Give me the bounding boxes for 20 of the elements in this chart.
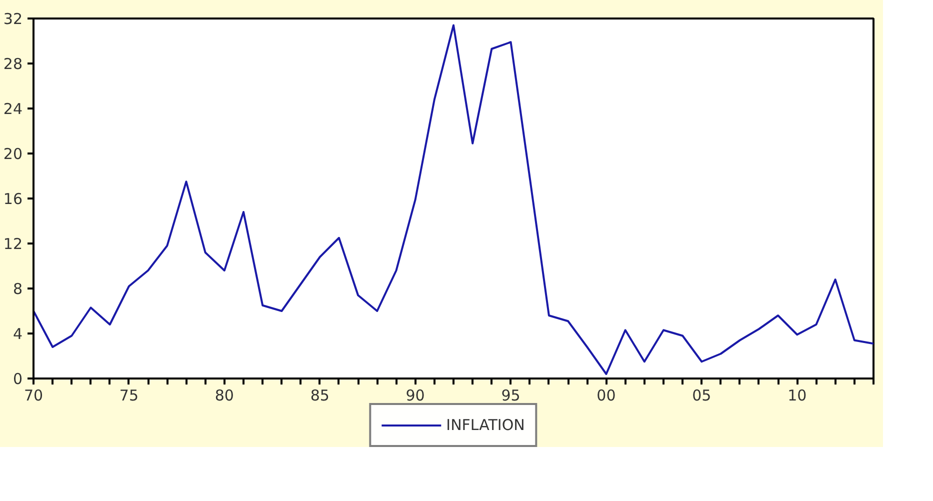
y-tick-label: 12 — [3, 235, 23, 253]
y-tick-label: 32 — [3, 10, 23, 28]
x-tick-label: 70 — [24, 386, 44, 404]
legend-label: INFLATION — [446, 416, 525, 434]
x-tick-label: 95 — [501, 386, 520, 404]
y-tick-label: 20 — [3, 145, 23, 163]
x-tick-label: 90 — [406, 386, 425, 404]
y-tick-label: 4 — [12, 325, 23, 343]
x-tick-label: 05 — [692, 386, 712, 404]
x-tick-label: 00 — [596, 386, 616, 404]
y-tick-label: 16 — [3, 190, 23, 208]
y-tick-label: 28 — [3, 55, 23, 73]
y-tick-label: 24 — [3, 100, 23, 118]
x-tick-label: 75 — [119, 386, 139, 404]
line-series — [34, 24, 874, 375]
x-tick-label: 10 — [788, 386, 807, 404]
x-tick-label: 85 — [310, 386, 330, 404]
x-tick-label: 80 — [214, 386, 234, 404]
y-tick-label: 8 — [12, 280, 23, 298]
y-tick-label: 0 — [12, 370, 23, 388]
